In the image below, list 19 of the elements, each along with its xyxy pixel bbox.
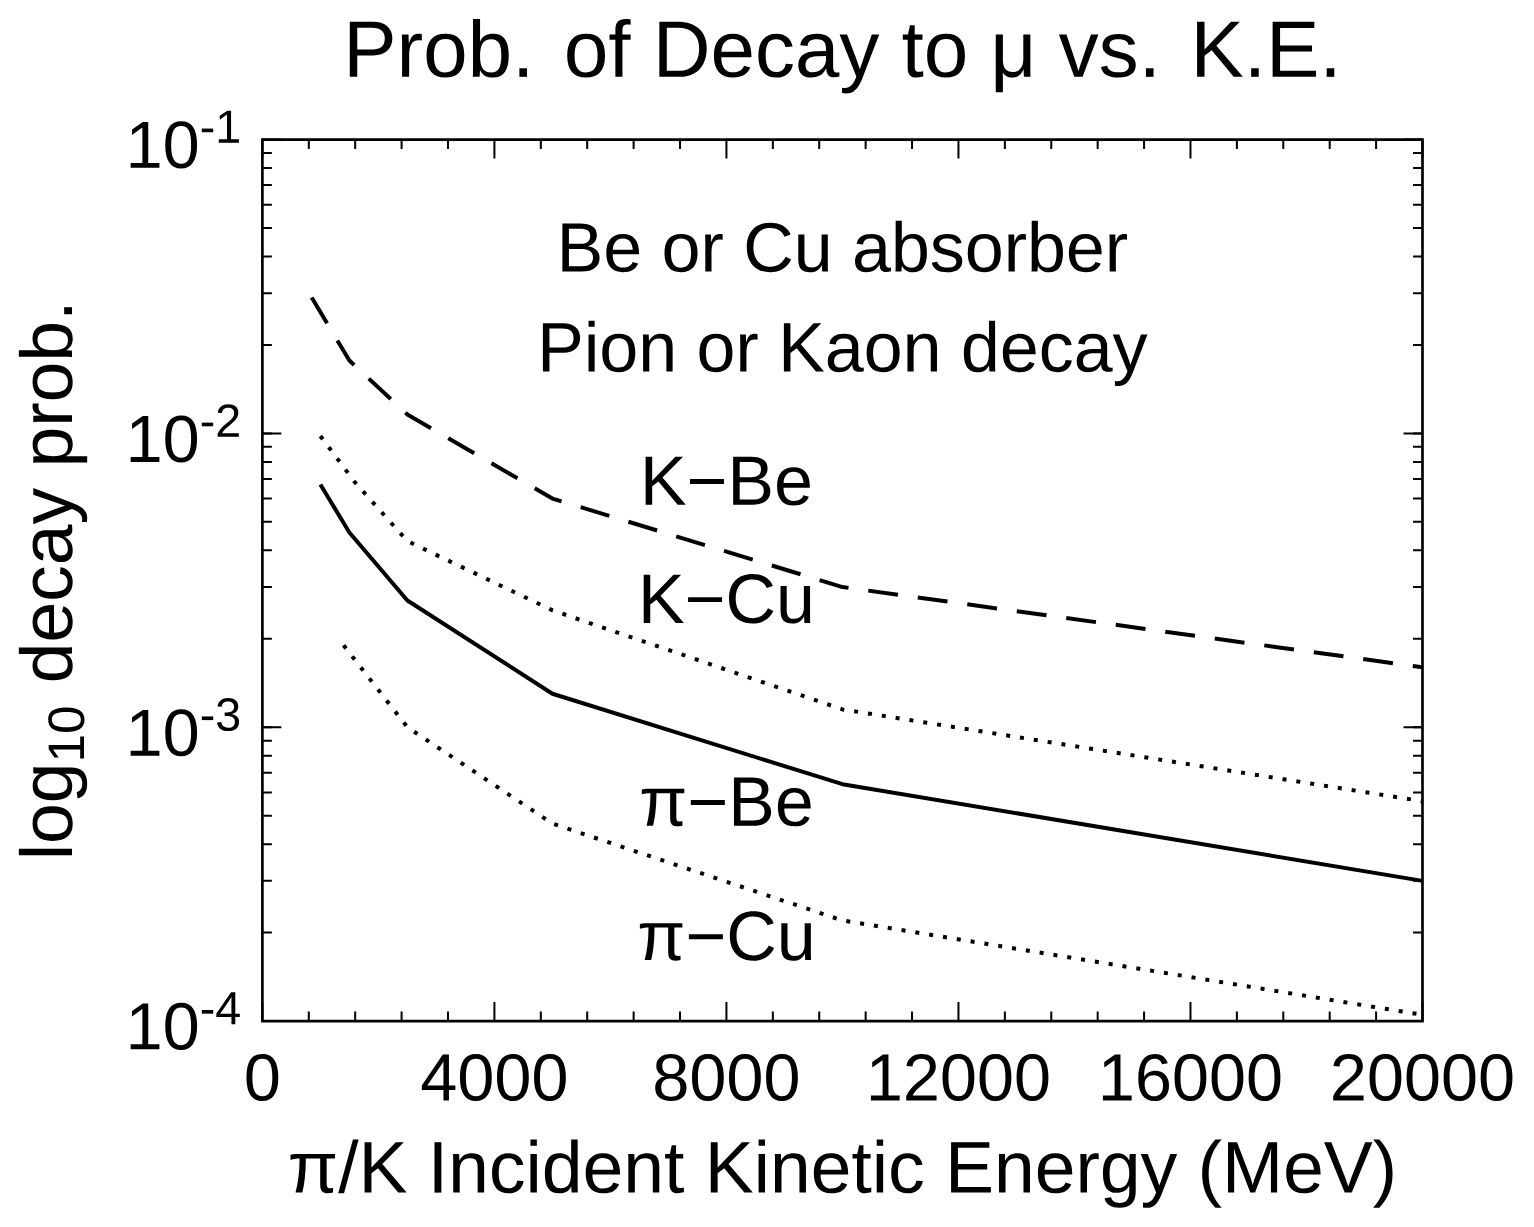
- x-tick-label: 16000: [1102, 1054, 1281, 1102]
- x-tick-label: 0: [246, 1054, 279, 1102]
- annotation: Be or Cu absorber: [562, 221, 1127, 273]
- x-tick-label: 4000: [421, 1054, 566, 1102]
- annotation: Pion or Kaon decay: [542, 320, 1148, 387]
- y-tick-label: 10$^{-1}$: [130, 110, 239, 169]
- y-axis-title: log$_{10}$ decay prob.: [18, 307, 88, 856]
- series-label: K−Be: [645, 456, 810, 506]
- chart-title: Prob. of Decay to μ vs. K.E.: [349, 19, 1335, 94]
- y-tick-label: 10$^{-3}$: [130, 698, 240, 757]
- y-tick-label: 10$^{-4}$: [130, 992, 240, 1051]
- series-label: K−Cu: [643, 574, 811, 624]
- series-label: π−Cu: [639, 911, 812, 961]
- x-axis-title: π/K Incident Kinetic Energy (MeV): [290, 1139, 1393, 1208]
- x-tick-label: 8000: [655, 1054, 798, 1102]
- x-tick-label: 12000: [870, 1054, 1049, 1102]
- x-tick-label: 20000: [1333, 1054, 1513, 1102]
- series-label: π−Be: [641, 777, 811, 827]
- y-tick-label: 10$^{-2}$: [130, 404, 239, 463]
